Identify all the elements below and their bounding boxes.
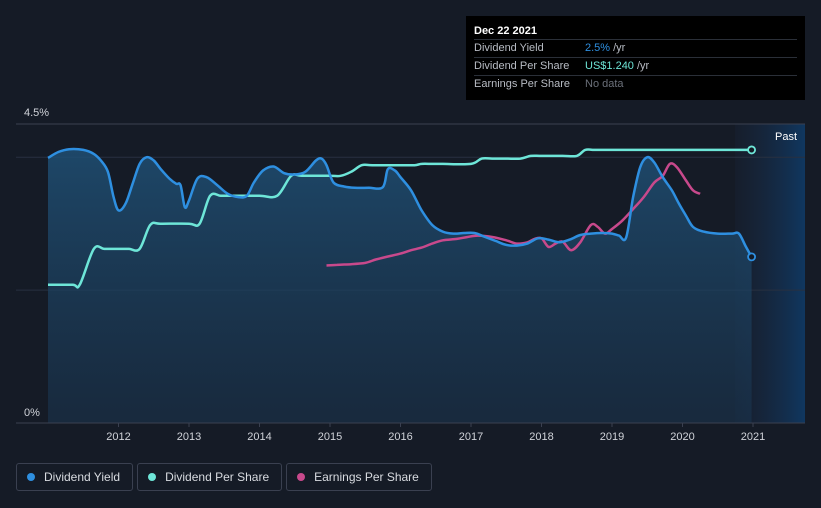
legend-label: Dividend Yield [44,470,121,484]
dividend-yield-line [47,147,753,258]
x-tick-label: 2012 [106,431,130,443]
tooltip-row-earnings-per-share: Earnings Per Share No data [474,75,797,93]
x-tick-label: 2017 [459,431,483,443]
dividend-yield-area [48,149,752,424]
tooltip-row-dividend-yield: Dividend Yield 2.5% /yr [474,39,797,57]
dividend-yield-end-marker [747,252,756,262]
tooltip-label: Dividend Per Share [474,60,570,72]
tooltip-value: 2.5% [585,42,611,54]
tooltip-unit: /yr [613,42,626,54]
x-tick-label: 2018 [529,431,553,443]
tooltip-date: Dec 22 2021 [474,25,537,37]
tooltip-value: US$1.240 [585,60,634,72]
tooltip-value: No data [585,78,624,90]
legend-dot-icon [27,473,35,481]
dividend-per-share-end-marker [747,145,756,155]
dividend-per-share-line [47,148,752,289]
legend-item-dividend-per-share[interactable]: Dividend Per Share [137,463,283,491]
x-tick-label: 2016 [388,431,412,443]
y-tick-label-top: 4.5% [24,107,49,119]
x-tick-label: 2013 [177,431,201,443]
tooltip-label: Dividend Yield [474,42,544,54]
tooltip-panel: Dec 22 2021 Dividend Yield 2.5% /yr Divi… [466,16,805,100]
legend-item-dividend-yield[interactable]: Dividend Yield [16,463,134,491]
chart-legend: Dividend Yield Dividend Per Share Earnin… [16,463,436,491]
y-tick-label-bottom: 0% [24,407,40,419]
past-label: Past [775,131,797,143]
x-tick-label: 2021 [741,431,765,443]
tooltip-row-dividend-per-share: Dividend Per Share US$1.240 /yr [474,57,797,75]
tooltip-unit: /yr [636,60,650,72]
x-tick-label: 2015 [318,431,342,443]
legend-item-earnings-per-share[interactable]: Earnings Per Share [286,463,432,491]
tooltip-label: Earnings Per Share [474,78,570,90]
x-tick-label: 2019 [600,431,624,443]
x-tick-label: 2020 [670,431,694,443]
legend-dot-icon [297,473,306,481]
x-tick-label: 2014 [247,431,271,443]
legend-label: Dividend Per Share [165,470,270,484]
legend-label: Earnings Per Share [314,470,419,484]
legend-dot-icon [148,473,157,481]
